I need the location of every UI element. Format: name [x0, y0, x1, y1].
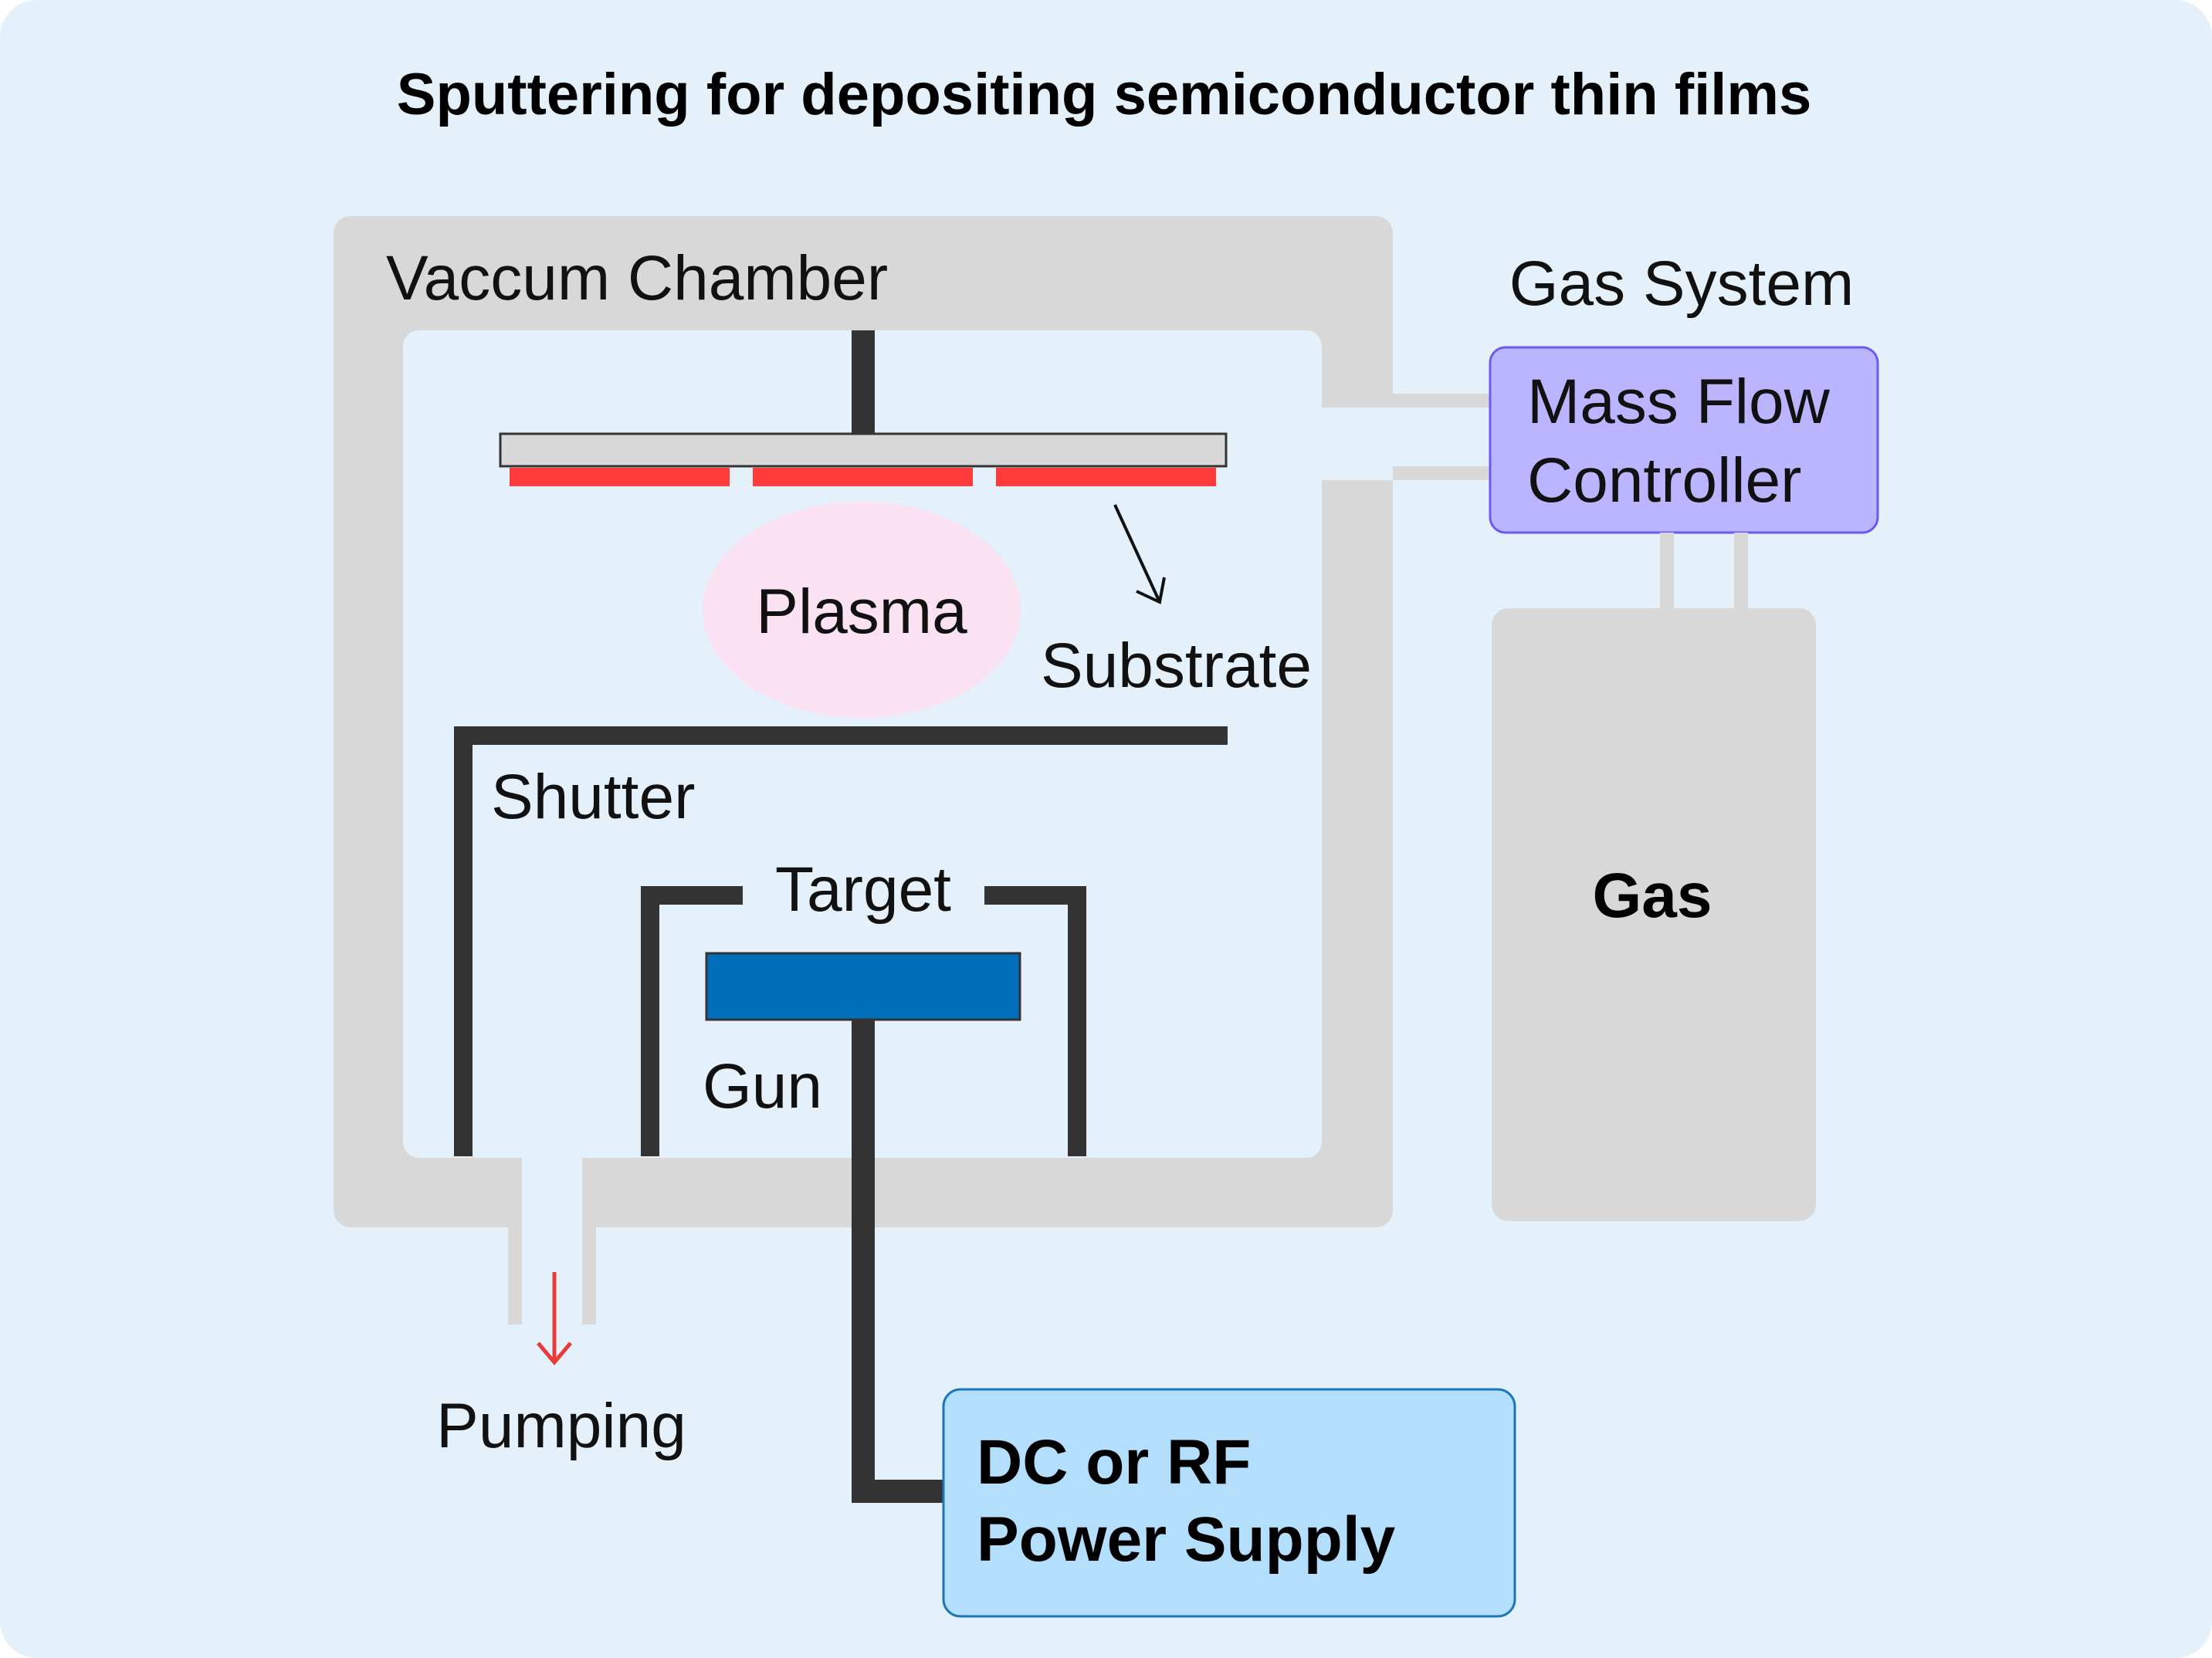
pump-pipe-right: [582, 1227, 596, 1325]
pumping-label: Pumping: [436, 1391, 686, 1461]
substrate-pointer-arrow-shaft: [1113, 504, 1161, 603]
gun-housing-right: [984, 886, 1086, 1156]
power-supply-label-line1: DC or RF: [977, 1427, 1251, 1497]
substrate-strip-middle: [753, 468, 973, 486]
gun-housing-left: [641, 886, 743, 1156]
gas-system-label: Gas System: [1509, 249, 1855, 319]
pump-pipe-left: [508, 1227, 522, 1325]
substrate-plate: [499, 432, 1228, 468]
gas-tank-label: Gas: [1593, 861, 1712, 931]
mass-flow-controller-label-line1: Mass Flow: [1527, 367, 1831, 437]
plasma-label: Plasma: [756, 577, 967, 647]
plasma-cloud: [703, 502, 1021, 718]
vacuum-chamber-label: Vaccum Chamber: [386, 243, 888, 313]
substrate-label: Substrate: [1041, 631, 1312, 701]
gas-feed-pipe-left: [1660, 533, 1674, 610]
pump-outlet-channel: [522, 1154, 582, 1247]
gas-tank: [1492, 608, 1816, 1221]
power-supply-label-line2: Power Supply: [977, 1504, 1396, 1575]
gas-inlet-pipe-top: [1393, 394, 1499, 408]
power-cable: [852, 1020, 947, 1503]
substrate-strip-right: [996, 468, 1216, 486]
substrate-holder-rod: [852, 330, 875, 435]
substrate-pointer-arrow-head: [1136, 577, 1166, 604]
target-block: [705, 952, 1021, 1021]
gun-label: Gun: [703, 1051, 822, 1122]
diagram-title: Sputtering for depositing semiconductor …: [397, 62, 1811, 127]
mass-flow-controller-label-line2: Controller: [1527, 445, 1801, 516]
gas-feed-pipe-right: [1734, 533, 1748, 610]
gas-inlet-pipe-bottom: [1393, 466, 1499, 480]
mass-flow-controller-box: [1489, 346, 1879, 534]
substrate-strip-left: [510, 468, 730, 486]
shutter-label: Shutter: [491, 762, 695, 832]
power-supply-box: [942, 1388, 1516, 1618]
shutter: [454, 726, 1228, 1156]
target-label: Target: [775, 854, 951, 925]
pumping-arrow-head: [537, 1342, 572, 1365]
